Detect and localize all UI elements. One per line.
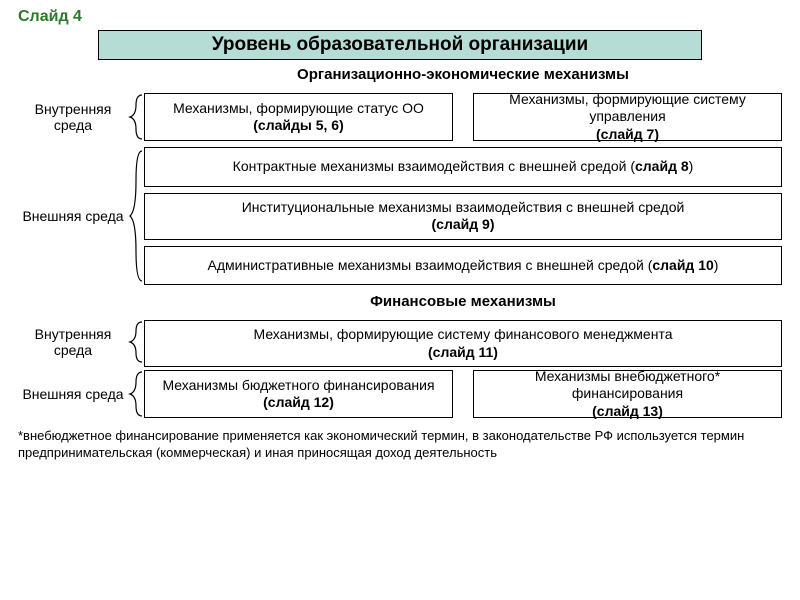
s1-g2-label: Внешняя среда xyxy=(18,147,128,285)
footnote: *внебюджетное финансирование применяется… xyxy=(18,428,782,462)
s1-g2-box1: Контрактные механизмы взаимодействия с в… xyxy=(144,147,782,187)
s1-g1-box1: Механизмы, формирующие статус ОО (слайды… xyxy=(144,93,453,141)
s2-g2-box2: Механизмы внебюджетного* финансирования(… xyxy=(473,370,782,418)
s2-g1-box1: Механизмы, формирующие систему финансово… xyxy=(144,320,782,367)
slide-number: Слайд 4 xyxy=(18,8,782,26)
s1-g1-box2: Механизмы, формирующие систему управлени… xyxy=(473,93,782,141)
brace-icon xyxy=(128,370,144,418)
s1-g2-box3: Административные механизмы взаимодействи… xyxy=(144,246,782,286)
brace-icon xyxy=(128,320,144,364)
s1-g2-box2: Институциональные механизмы взаимодейств… xyxy=(144,193,782,240)
s1-g1-label: Внутренняя среда xyxy=(18,93,128,141)
section1-heading: Организационно-экономические механизмы xyxy=(144,66,782,83)
brace-icon xyxy=(128,93,144,141)
s2-g2-box1: Механизмы бюджетного финансирования(слай… xyxy=(144,370,453,418)
s2-g1-label: Внутренняя среда xyxy=(18,320,128,364)
brace-icon xyxy=(128,147,144,285)
title-bar: Уровень образовательной организации xyxy=(98,30,702,60)
section2-heading: Финансовые механизмы xyxy=(144,293,782,310)
s2-g2-label: Внешняя среда xyxy=(18,370,128,418)
